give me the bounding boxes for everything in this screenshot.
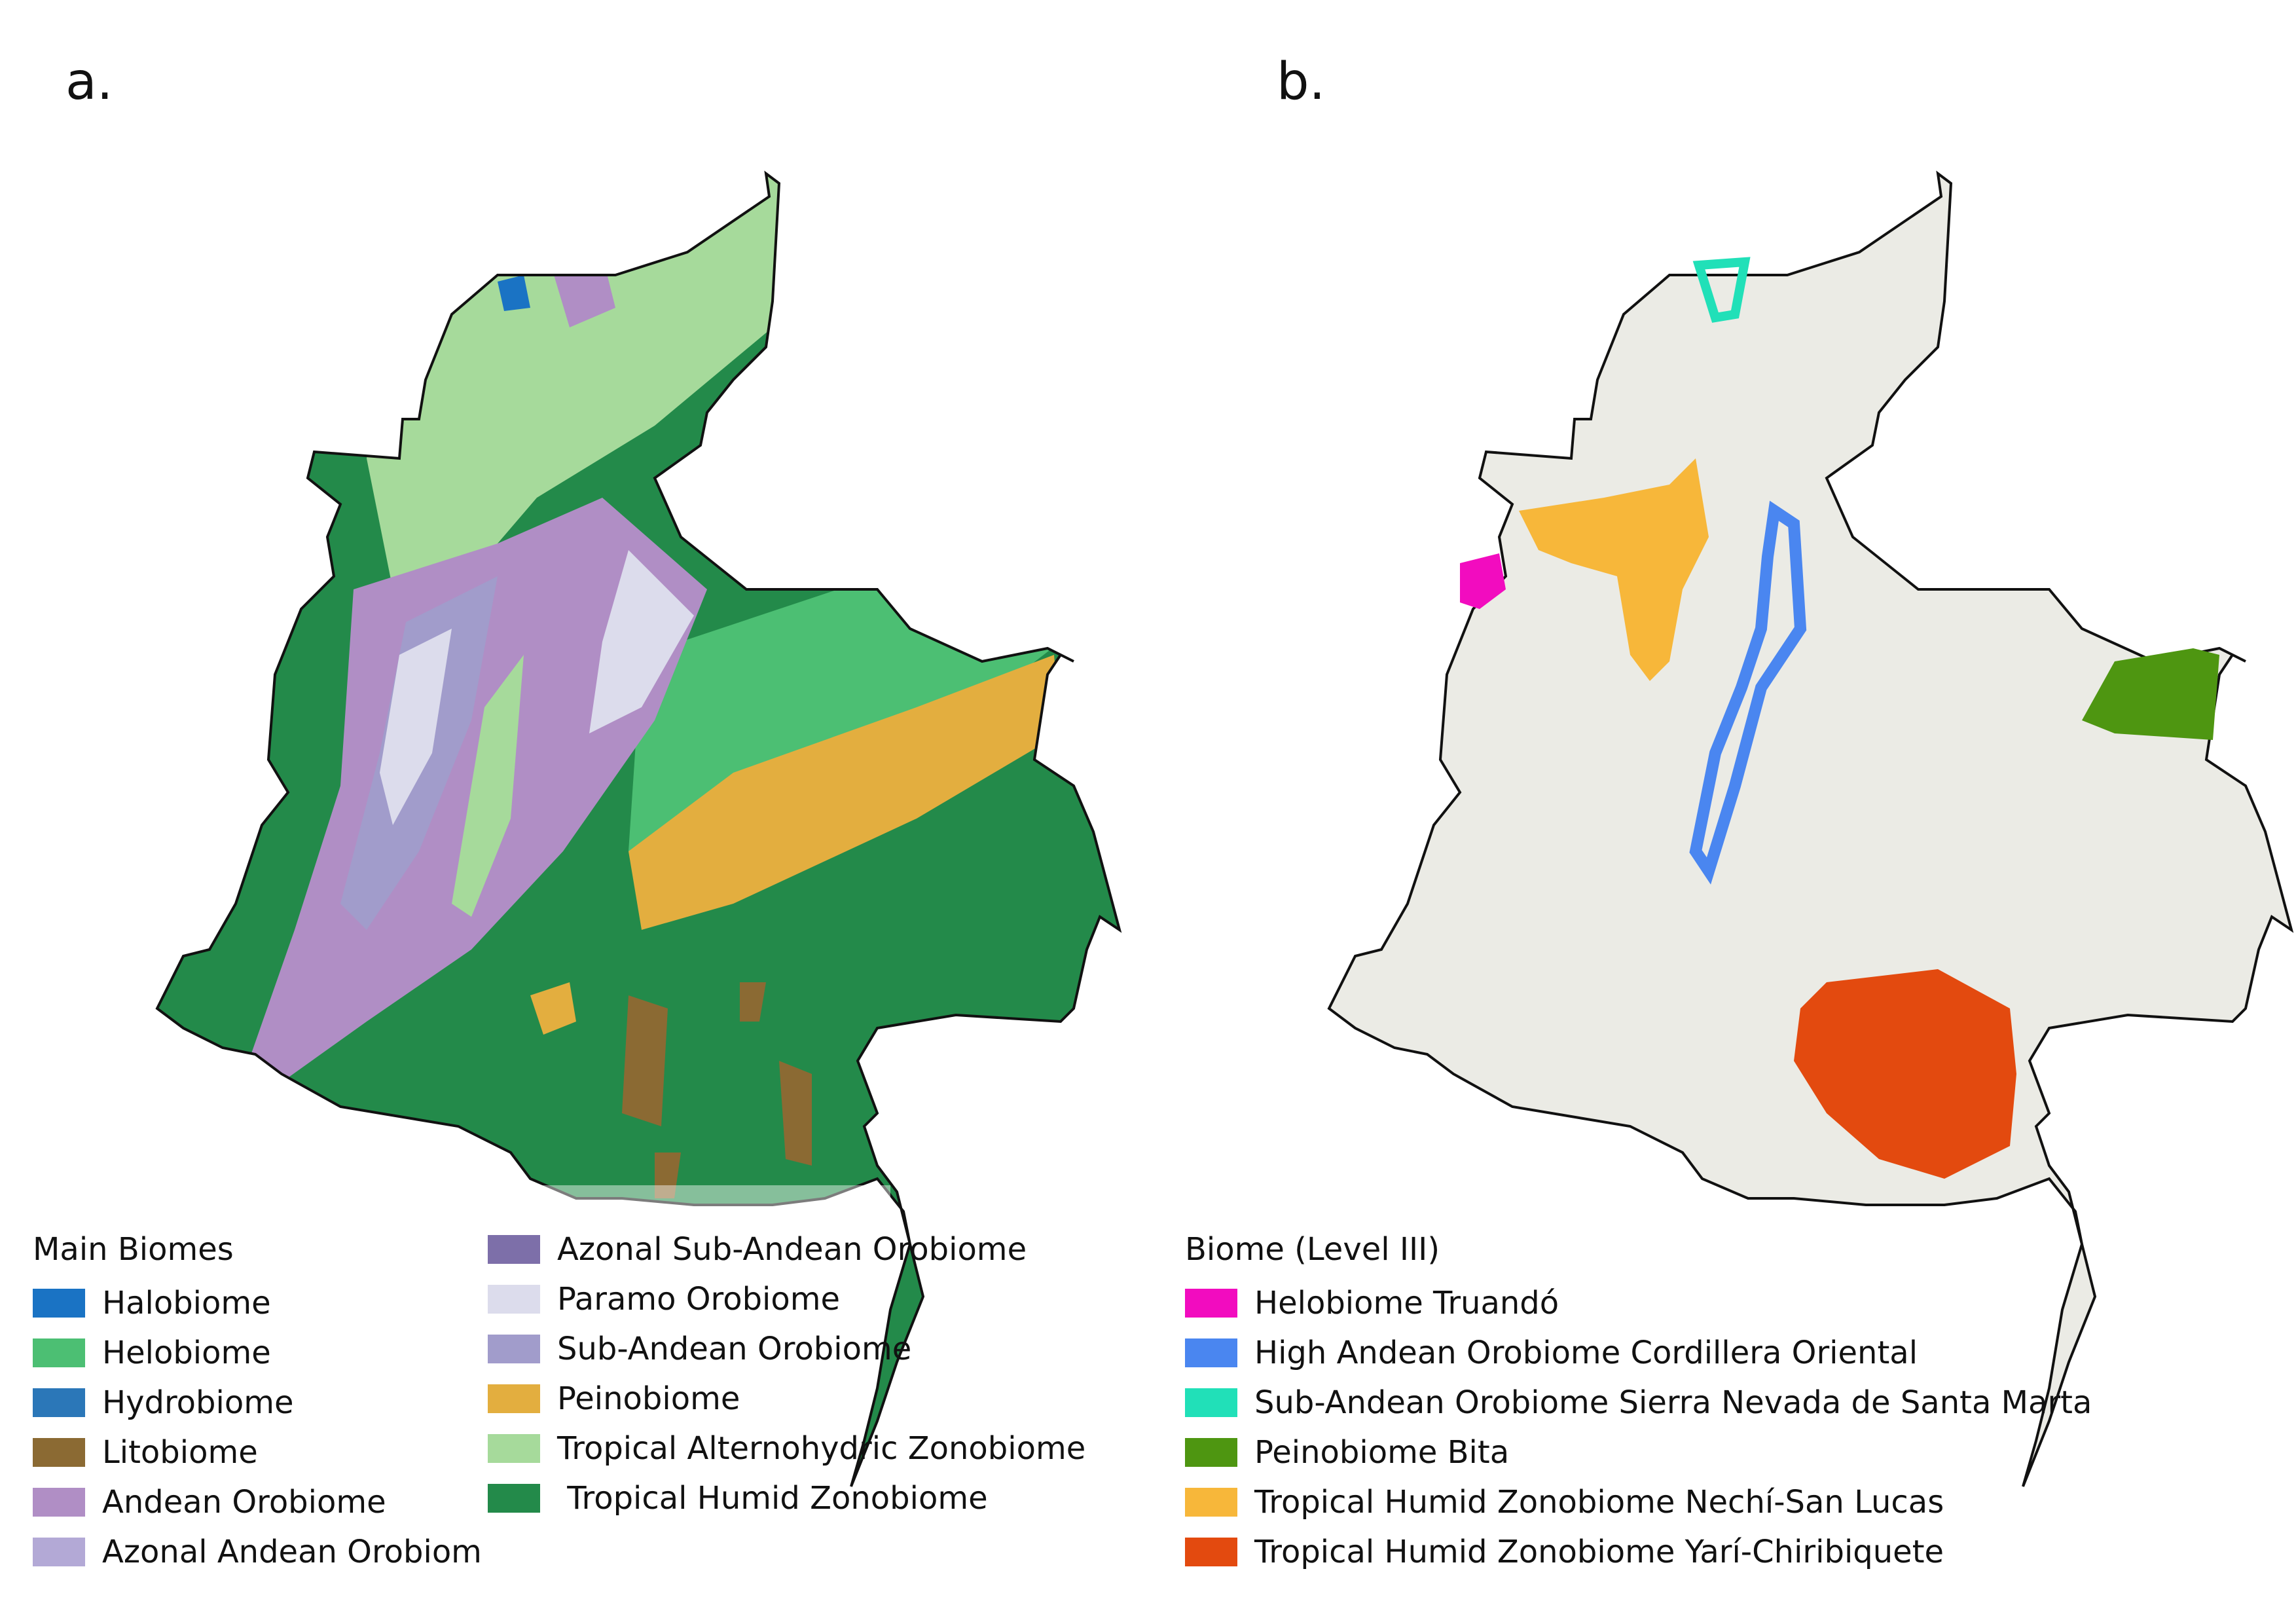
legend-item: Halobiome <box>33 1278 482 1328</box>
legend-label: Peinobiome Bita <box>1254 1434 1510 1471</box>
legend-swatch <box>33 1538 85 1566</box>
legend-label: Peinobiome <box>557 1380 740 1417</box>
legend-main-biomes: Main Biomes Halobiome Helobiome Hydrobiome… <box>33 1231 482 1577</box>
legend-swatch <box>33 1289 85 1318</box>
map-panel-b <box>1328 172 2293 1488</box>
legend-item: Litobiome <box>33 1428 482 1477</box>
paramo-orobiome-region <box>589 550 694 733</box>
legend-label: Tropical Alternohydric Zonobiome <box>557 1430 1086 1467</box>
tropical-humid-yari-region <box>1794 969 2016 1179</box>
legend-label: Sub-Andean Orobiome Sierra Nevada de San… <box>1254 1384 2092 1421</box>
legend-label: Sub-Andean Orobiome <box>557 1331 912 1367</box>
litobiome-patch <box>779 1061 812 1166</box>
legend-label: Paramo Orobiome <box>557 1281 841 1318</box>
legend-label: High Andean Orobiome Cordillera Oriental <box>1254 1335 1918 1371</box>
legend-label: Hydrobiome <box>102 1384 294 1421</box>
legend-swatch <box>1185 1338 1237 1367</box>
legend-item: Tropical Humid Zonobiome <box>488 1473 1085 1523</box>
legend-label: Andean Orobiome <box>102 1484 386 1521</box>
alternohydric-valley <box>452 655 524 917</box>
legend-item: High Andean Orobiome Cordillera Oriental <box>1185 1328 2092 1378</box>
legend-label: Tropical Humid Zonobiome Yarí-Chiribique… <box>1254 1534 1944 1570</box>
tropical-humid-nechi-region <box>1519 458 1709 681</box>
legend-item: Sub-Andean Orobiome Sierra Nevada de San… <box>1185 1378 2092 1428</box>
legend-biome-level-iii: Biome (Level III) Helobiome Truandó High … <box>1185 1231 2092 1577</box>
legend-label: Azonal Andean Orobiom <box>102 1534 482 1570</box>
legend-swatch <box>1185 1388 1237 1417</box>
legend-swatch <box>33 1388 85 1417</box>
legend-item: Andean Orobiome <box>33 1477 482 1527</box>
legend-item: Peinobiome Bita <box>1185 1428 2092 1477</box>
legend-swatch <box>488 1285 540 1314</box>
legend-swatch <box>33 1338 85 1367</box>
legend-label: Helobiome Truandó <box>1254 1285 1559 1321</box>
legend-swatch <box>488 1434 540 1463</box>
legend-swatch <box>33 1488 85 1517</box>
peinobiome-bita-region <box>2082 648 2219 740</box>
legend-item: Peinobiome <box>488 1374 1085 1424</box>
halobiome-patch <box>498 275 530 311</box>
legend-item: Helobiome <box>33 1328 482 1378</box>
peinobiome-patch <box>530 982 576 1035</box>
legend-main-biomes-col2: Azonal Sub-Andean Orobiome Paramo Orobiom… <box>488 1225 1085 1523</box>
legend-label: Litobiome <box>102 1434 258 1471</box>
paramo-orobiome-region <box>380 629 452 825</box>
legend-item: Azonal Sub-Andean Orobiome <box>488 1225 1085 1274</box>
legend-label: Azonal Sub-Andean Orobiome <box>557 1231 1027 1268</box>
legend-overlay <box>524 1185 890 1303</box>
helobiome-truando-region <box>1460 553 1506 609</box>
legend-swatch <box>488 1384 540 1413</box>
legend-item: Tropical Humid Zonobiome Nechí-San Lucas <box>1185 1477 2092 1527</box>
legend-column-2: Azonal Sub-Andean Orobiome Paramo Orobiom… <box>488 1225 1085 1523</box>
legend-item: Tropical Humid Zonobiome Yarí-Chiribique… <box>1185 1527 2092 1577</box>
legend-swatch <box>1185 1488 1237 1517</box>
legend-title: Main Biomes <box>33 1231 234 1268</box>
legend-swatch <box>488 1335 540 1363</box>
legend-swatch <box>1185 1289 1237 1318</box>
legend-label: Tropical Humid Zonobiome Nechí-San Lucas <box>1254 1484 1944 1521</box>
legend-swatch <box>1185 1538 1237 1566</box>
litobiome-patch <box>622 995 668 1126</box>
legend-items: Helobiome Truandó High Andean Orobiome Co… <box>1185 1278 2092 1577</box>
legend-swatch <box>33 1438 85 1467</box>
legend-swatch <box>488 1484 540 1513</box>
litobiome-patch <box>655 1153 681 1198</box>
panel-label-b: b. <box>1277 52 1326 111</box>
sub-andean-sierra-nevada-region <box>1692 257 1751 323</box>
legend-title: Biome (Level III) <box>1185 1231 1440 1268</box>
legend-item: Helobiome Truandó <box>1185 1278 2092 1328</box>
legend-swatch <box>1185 1438 1237 1467</box>
legend-label: Helobiome <box>102 1335 271 1371</box>
legend-item: Tropical Alternohydric Zonobiome <box>488 1424 1085 1473</box>
legend-item: Paramo Orobiome <box>488 1274 1085 1324</box>
legend-swatch <box>488 1235 540 1264</box>
legend-item: Sub-Andean Orobiome <box>488 1324 1085 1374</box>
high-andean-cordillera-oriental-region <box>1689 500 1807 885</box>
legend-item: Azonal Andean Orobiom <box>33 1527 482 1577</box>
panel-label-a: a. <box>65 52 113 111</box>
legend-column-1: Halobiome Helobiome Hydrobiome Litobiome And… <box>33 1278 482 1577</box>
legend-label: Tropical Humid Zonobiome <box>557 1480 988 1517</box>
legend-label: Halobiome <box>102 1285 271 1321</box>
peinobiome-region <box>629 655 1061 930</box>
litobiome-patch <box>740 982 766 1022</box>
legend-item: Hydrobiome <box>33 1378 482 1428</box>
